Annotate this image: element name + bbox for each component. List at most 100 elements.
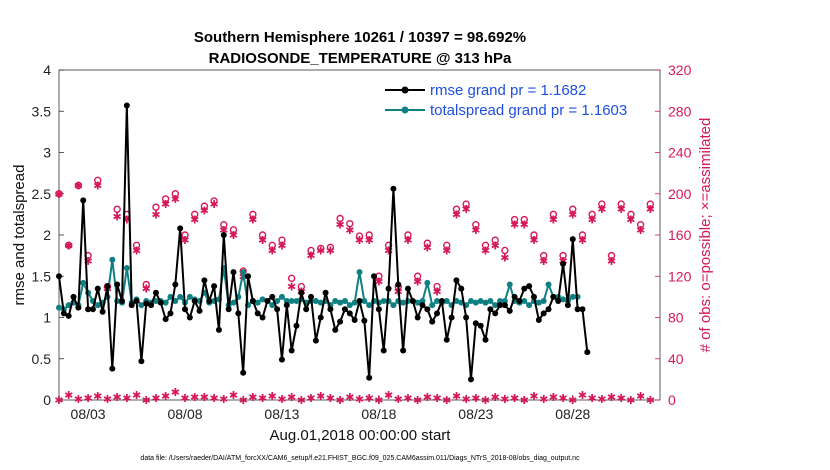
rmse-point [487,306,494,313]
obs-assimilated-marker: ✱ [83,255,92,268]
rmse-point [492,310,499,317]
obs-low-marker: ✱ [365,392,374,405]
obs-assimilated-marker: ✱ [142,283,151,296]
obs-low-marker: ✱ [413,394,422,407]
obs-assimilated-marker: ✱ [549,214,558,227]
rmse-point [371,273,378,280]
obs-low-marker: ✱ [64,389,73,402]
obs-low-marker: ✱ [103,393,112,406]
obs-low-marker: ✱ [248,391,257,404]
rmse-point [133,298,140,304]
rmse-point [341,306,348,313]
y-axis-ticks: 0 0.5 1 1.5 2 2.5 3 3.5 4 [32,62,64,408]
rmse-point [419,302,426,309]
obs-possible-marker [433,282,441,291]
rmse-point [467,376,474,383]
rmse-point [211,283,218,290]
obs-low-marker: ✱ [268,390,277,403]
obs-possible-marker [491,236,499,244]
obs-possible-marker [510,215,519,224]
rmse-point [278,356,285,363]
obs-assimilated-marker: ✱ [626,214,635,227]
obs-possible-marker [64,241,73,250]
obs-low-marker: ✱ [326,392,335,405]
obs-assimilated-marker: ✱ [374,275,383,288]
rmse-point [75,304,82,311]
obs-possible-marker [452,205,461,213]
obs-low-marker: ✱ [316,390,325,403]
rmse-point [453,277,460,284]
obs-possible-marker [520,215,528,224]
obs-assimilated-marker: ✱ [520,219,529,232]
rmse-point [400,347,407,354]
y2-tick-label: 80 [668,310,684,326]
obs-possible-marker [74,181,83,190]
rmse-point [215,326,222,333]
obs-possible-marker [636,220,645,229]
obs-low-marker: ✱ [558,392,567,405]
rmse-point [274,306,281,313]
x-axis-label: Aug.01,2018 00:00:00 start [270,427,452,444]
rmse-point [162,316,169,323]
rmse-point [283,302,290,309]
obs-assimilated-marker: ✱ [452,208,461,221]
obs-possible-marker [249,210,257,219]
rmse-point [409,298,416,304]
obs-low-marker: ✱ [510,392,519,405]
legend-rmse-marker [401,86,409,94]
rmse-point [346,310,353,317]
rmse-point [434,310,441,317]
obs-count-layer: ✱✱✱✱✱✱ ✱✱✱✱✱ ✱✱✱✱ ✱✱ ✱✱✱✱✱ ✱✱✱ ✱ ✱✱ ✱✱ ✱✱✱✱✱✱✱✱✱✱… [54,176,655,407]
rmse-point [540,310,547,317]
obs-low-marker: ✱ [607,391,616,404]
obs-low-marker: ✱ [180,392,189,405]
obs-possible-marker [569,205,577,213]
rmse-point [225,306,232,313]
totalspread-point [332,298,339,304]
obs-possible-marker [346,219,354,228]
y-tick-label: 4 [43,62,51,78]
obs-low-marker: ✱ [384,389,393,402]
rmse-point [530,293,537,300]
rmse-point [220,232,227,238]
obs-assimilated-marker: ✱ [64,239,73,252]
totalspread-point [501,298,508,304]
totalspread-point [162,299,169,306]
obs-low-marker: ✱ [529,390,538,403]
rmse-point [94,285,101,292]
obs-assimilated-marker: ✱ [432,286,441,299]
obs-low-marker: ✱ [277,393,286,406]
legend-spread-label: totalspread grand pr = 1.1603 [430,102,627,119]
rmse-point [351,316,358,323]
obs-possible-marker [94,176,102,185]
totalspread-point [560,296,567,303]
totalspread-point [429,302,436,309]
y-tick-label: 0 [43,392,51,408]
rmse-point [152,289,159,296]
totalspread-point [419,298,426,304]
obs-low-marker: ✱ [626,394,635,407]
legend-rmse-label: rmse grand pr = 1.1682 [430,82,586,99]
totalspread-point [94,302,101,309]
obs-possible-marker [161,195,170,203]
obs-low-marker: ✱ [636,390,645,403]
rmse-point [438,298,445,304]
obs-low-marker: ✱ [568,394,577,407]
y2-tick-label: 280 [668,103,692,119]
totalspread-point [356,269,363,276]
rmse-point [85,306,92,313]
obs-assimilated-marker: ✱ [365,234,374,247]
rmse-point [337,318,344,325]
y2-tick-label: 0 [668,392,676,408]
totalspread-point [414,299,421,306]
y2-tick-label: 200 [668,186,692,202]
obs-low-marker: ✱ [171,386,180,399]
obs-possible-marker [646,200,655,208]
obs-low-marker: ✱ [481,394,490,407]
rmse-point [104,283,111,290]
rmse-point [288,347,295,354]
obs-low-marker: ✱ [345,391,354,404]
totalspread-point [254,299,261,306]
totalspread-point [293,298,300,304]
